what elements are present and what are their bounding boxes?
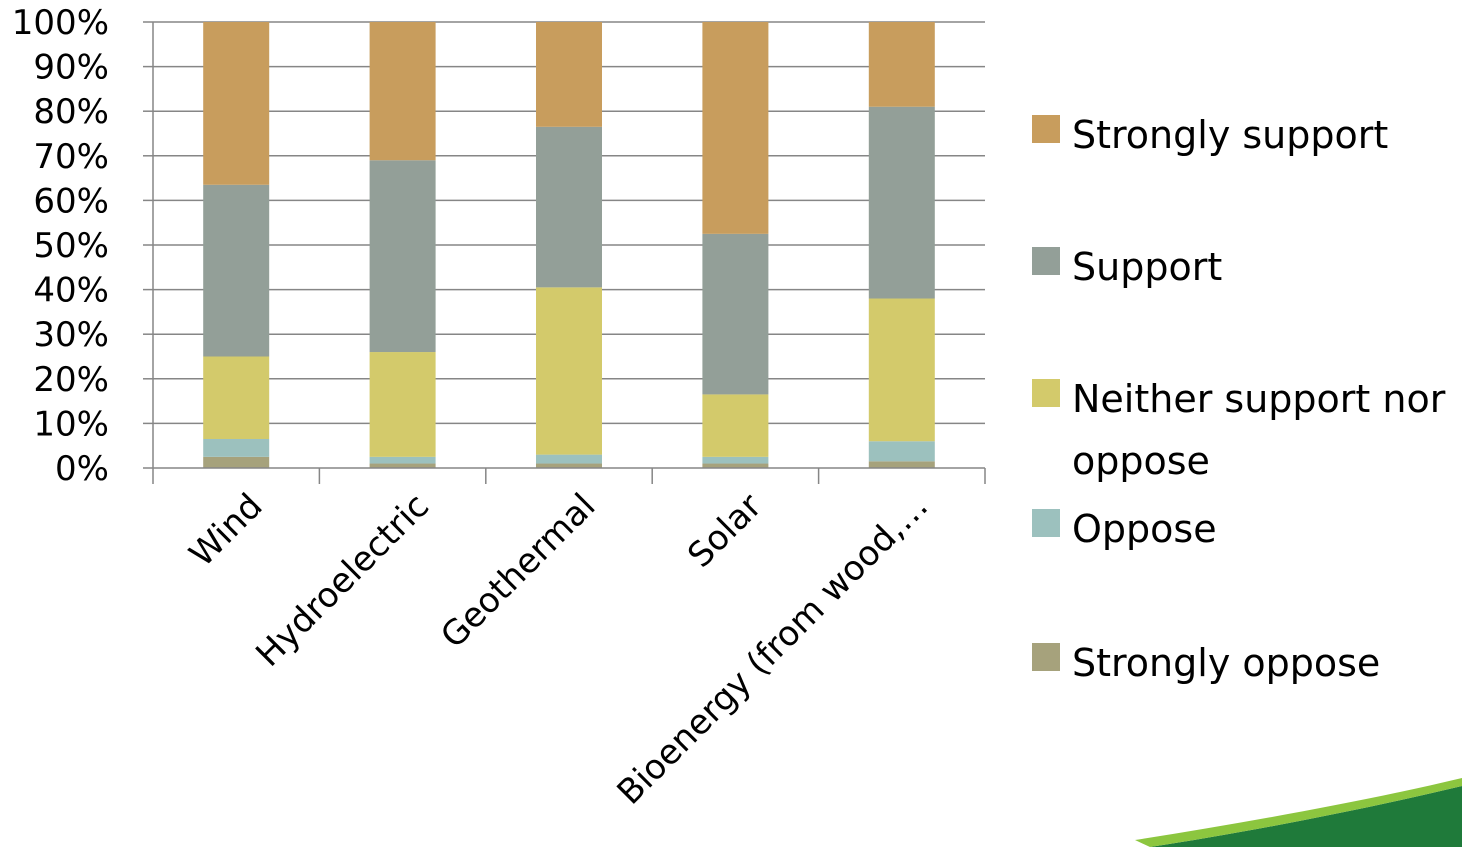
bar-segment bbox=[868, 22, 935, 107]
legend-swatch-support bbox=[1032, 247, 1060, 275]
bar-segment bbox=[203, 456, 270, 468]
legend: Strongly support Support Neither support… bbox=[1032, 0, 1462, 847]
x-category-label: Solar bbox=[680, 486, 770, 576]
bar-segment bbox=[536, 454, 602, 464]
y-tick-label: 60% bbox=[33, 181, 109, 221]
y-tick-label: 70% bbox=[33, 137, 109, 177]
bar-segment bbox=[868, 461, 935, 468]
y-tick-label: 20% bbox=[33, 360, 109, 400]
bar-segment bbox=[203, 356, 270, 440]
bar-segment bbox=[702, 463, 769, 468]
bar-segment bbox=[536, 463, 602, 468]
bar-segment bbox=[868, 441, 935, 462]
bar-segment bbox=[536, 22, 602, 127]
y-tick-label: 100% bbox=[12, 3, 109, 43]
y-tick-label: 10% bbox=[33, 404, 109, 444]
legend-swatch-oppose bbox=[1032, 509, 1060, 537]
legend-swatch-strongly-support bbox=[1032, 115, 1060, 143]
x-category-label: Wind bbox=[182, 486, 271, 575]
y-tick-label: 50% bbox=[33, 226, 109, 266]
axes bbox=[143, 21, 986, 484]
legend-item-strongly-support: Strongly support bbox=[1032, 104, 1462, 166]
legend-label-strongly-oppose: Strongly oppose bbox=[1072, 641, 1381, 685]
bar-segment bbox=[868, 106, 935, 299]
bar-segment bbox=[203, 22, 270, 185]
bar-segment bbox=[369, 456, 436, 464]
x-category-label: Bioenergy (from wood,… bbox=[610, 486, 937, 813]
bars bbox=[203, 22, 935, 468]
y-tick-label: 30% bbox=[33, 315, 109, 355]
legend-label-strongly-support: Strongly support bbox=[1072, 113, 1389, 157]
legend-label-oppose: Oppose bbox=[1072, 507, 1217, 551]
y-tick-label: 90% bbox=[33, 48, 109, 88]
bar-segment bbox=[369, 463, 436, 468]
legend-label-neither: Neither support nor oppose bbox=[1072, 377, 1446, 483]
legend-label-support: Support bbox=[1072, 245, 1223, 289]
bar-segment bbox=[369, 160, 436, 353]
bar-segment bbox=[369, 22, 436, 161]
y-tick-label: 80% bbox=[33, 92, 109, 132]
bar-segment bbox=[702, 233, 769, 395]
bar-segment bbox=[203, 439, 270, 457]
bar-segment bbox=[868, 298, 935, 442]
legend-swatch-neither bbox=[1032, 379, 1060, 407]
bar-segment bbox=[536, 126, 602, 288]
y-tick-label: 0% bbox=[55, 449, 109, 489]
legend-item-neither: Neither support nor oppose bbox=[1032, 368, 1457, 492]
bar-segment bbox=[702, 394, 769, 457]
corner-decoration bbox=[1135, 778, 1462, 847]
y-axis-tick-labels: 0% 10%20% 30%40% 50% 60%70% 80%90% 100% bbox=[12, 3, 109, 489]
legend-swatch-strongly-oppose bbox=[1032, 643, 1060, 671]
bar-segment bbox=[536, 287, 602, 455]
legend-item-strongly-oppose: Strongly oppose bbox=[1032, 632, 1462, 694]
y-tick-label: 40% bbox=[33, 271, 109, 311]
x-category-label: Hydroelectric bbox=[248, 486, 437, 675]
legend-item-oppose: Oppose bbox=[1032, 498, 1462, 560]
legend-item-support: Support bbox=[1032, 236, 1462, 298]
bar-segment bbox=[702, 22, 769, 234]
x-category-label: Geothermal bbox=[433, 486, 603, 656]
bar-segment bbox=[702, 456, 769, 464]
bar-segment bbox=[369, 352, 436, 457]
bar-segment bbox=[203, 184, 270, 357]
